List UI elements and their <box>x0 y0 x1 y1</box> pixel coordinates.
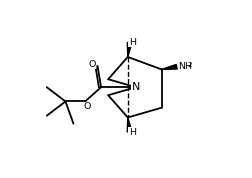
Text: H: H <box>129 38 136 47</box>
Text: H: H <box>129 128 136 137</box>
Text: O: O <box>88 60 96 69</box>
Text: N: N <box>132 82 140 92</box>
Text: O: O <box>84 102 91 111</box>
Polygon shape <box>127 117 132 132</box>
Text: 2: 2 <box>188 62 192 68</box>
Text: NH: NH <box>178 62 193 71</box>
Polygon shape <box>162 64 177 69</box>
Polygon shape <box>127 42 132 57</box>
